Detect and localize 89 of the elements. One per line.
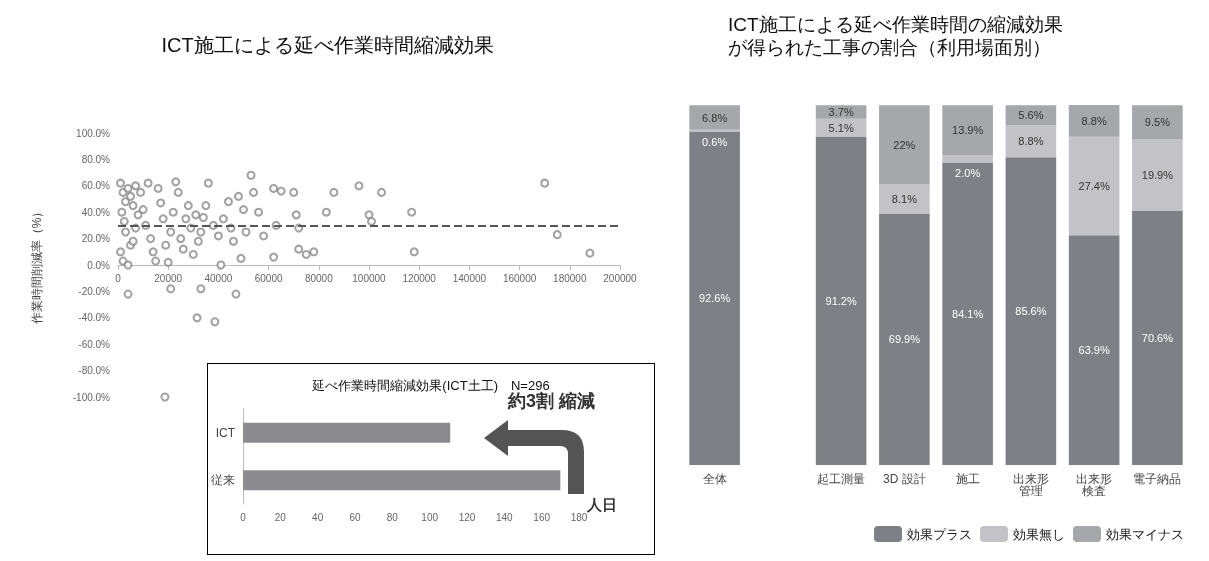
y-tick-label: 20.0% [81,233,111,245]
bar [1005,125,1057,158]
x-tick-label: 起工測量 [817,472,866,486]
x-axis-title: 人日 [586,495,617,513]
data-label: 69.9% [888,333,921,346]
data-label: 63.9% [1078,344,1110,357]
data-label: 6.8% [702,111,728,124]
y-tick-label: 80.0% [81,153,111,165]
x-tick-label: 120 [458,511,476,523]
y-tick-label: -100.0% [72,391,111,403]
y-tick-label: 従来 [211,473,235,488]
data-label: 91.2% [825,295,857,307]
x-tick-label: 100 [421,511,439,523]
x-tick-label: 施工 [955,472,980,486]
x-tick-label: 出来形検査 [1076,472,1113,498]
y-tick-label: 40.0% [81,206,111,218]
bar [815,137,867,465]
y-tick-label: 60.0% [81,180,111,192]
bar [689,105,740,130]
bar [1132,139,1183,212]
data-label: 22% [893,138,916,151]
bar [942,162,993,465]
annotation: 約3割 縮減 [507,391,596,411]
x-tick-label: 180 [570,511,588,523]
data-label: 0.6% [702,136,728,149]
bar [689,129,740,132]
legend-label: 効果プラス [907,526,972,542]
bar [879,184,930,214]
x-tick-label: 20000 [154,272,183,284]
data-label: 8.1% [891,193,918,206]
bar [1132,211,1183,465]
bar [942,155,993,163]
bar [942,105,993,156]
data-label: 70.6% [1141,332,1174,345]
x-tick-label: 60 [349,511,361,523]
x-tick-label: 160000 [502,272,537,284]
data-label: 3.7% [828,106,854,119]
x-tick-label: 100000 [352,272,387,284]
x-tick-label: 80 [386,511,399,523]
bar [1005,157,1057,465]
y-tick-label: 100.0% [76,127,111,139]
x-tick-label: 140 [495,511,514,523]
y-tick-label: -60.0% [78,338,111,350]
data-label: 5.1% [828,121,854,134]
y-tick-label: 0.0% [87,259,111,271]
legend-label: 効果無し [1013,526,1065,542]
bar [1068,136,1120,236]
data-label: 92.6% [699,292,731,305]
y-tick-label: -80.0% [78,365,111,377]
x-tick-label: 40 [312,511,324,523]
x-tick-label: 全体 [702,472,727,486]
data-label: 84.1% [952,307,984,320]
data-label: 13.9% [952,124,984,137]
x-tick-label: 40000 [204,272,233,284]
x-tick-label: 60000 [254,272,283,284]
x-tick-label: 電子納品 [1133,472,1182,486]
data-label: 2.0% [955,167,981,180]
data-label: 8.8% [1018,135,1044,148]
x-tick-label: 20 [274,511,287,523]
y-tick-label: -20.0% [78,285,111,297]
bar [689,131,740,465]
x-tick-label: 80000 [304,272,334,284]
bar [1068,105,1120,137]
x-tick-label: 0 [115,272,122,284]
x-tick-label: 160 [533,511,551,523]
x-tick-label: 120000 [402,272,437,284]
x-tick-label: 140000 [452,272,487,284]
y-tick-label: ICT [215,425,236,440]
chart-title: ICT施工による延べ作業時間の縮減効果が得られた工事の割合（利用場面別） [728,14,1063,58]
x-tick-label: 200000 [603,272,638,284]
bar [1068,235,1120,465]
x-tick-label: 3D 設計 [883,472,926,486]
x-tick-label: 0 [240,511,247,523]
data-label: 85.6% [1015,305,1047,318]
chart-title: 延べ作業時間縮減効果(ICT土工) N=296 [311,378,550,393]
bar [879,213,930,465]
chart-title: ICT施工による延べ作業時間縮減効果 [161,34,494,56]
x-tick-label: 出来形管理 [1012,472,1049,498]
bar [1132,105,1183,140]
data-label: 27.4% [1078,179,1110,192]
data-label: 5.6% [1018,109,1044,122]
data-label: 19.9% [1141,169,1174,182]
data-label: 8.8% [1081,114,1107,127]
x-tick-label: 180000 [553,272,587,284]
data-label: 9.5% [1144,116,1171,129]
y-tick-label: -40.0% [78,312,111,324]
bar [879,105,930,185]
legend-label: 効果マイナス [1106,526,1184,542]
y-axis-title: 作業時間削減率（%） [30,205,44,326]
